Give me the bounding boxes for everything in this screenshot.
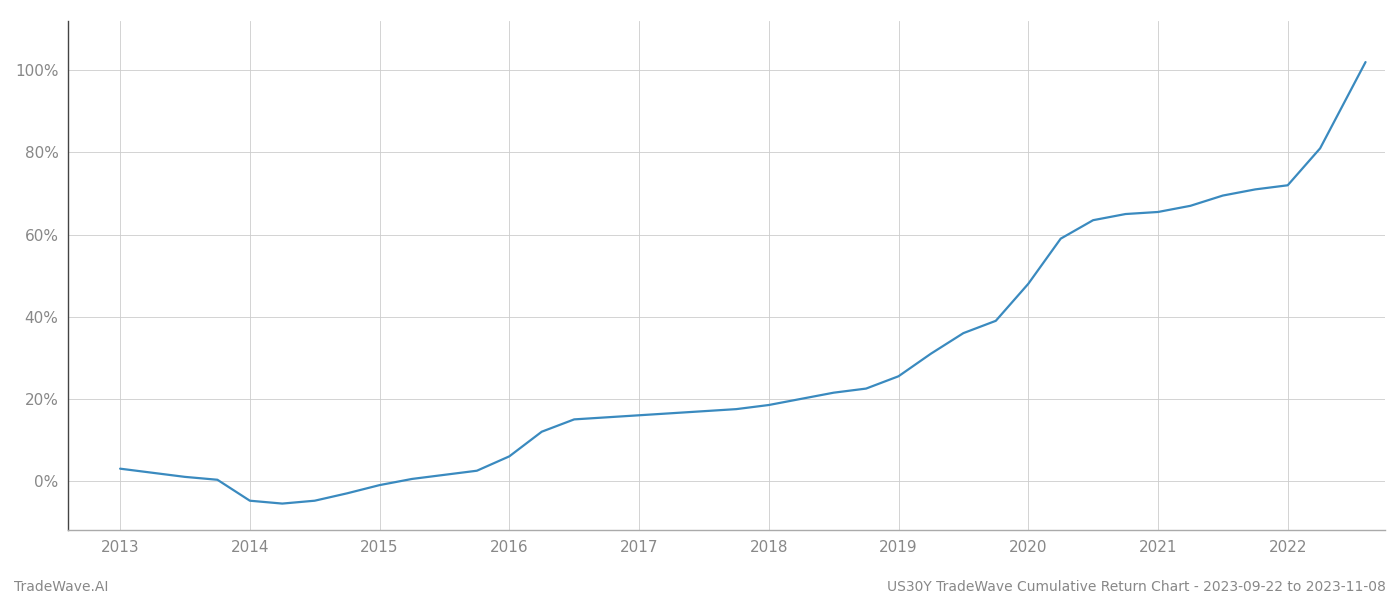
- Text: US30Y TradeWave Cumulative Return Chart - 2023-09-22 to 2023-11-08: US30Y TradeWave Cumulative Return Chart …: [888, 580, 1386, 594]
- Text: TradeWave.AI: TradeWave.AI: [14, 580, 108, 594]
